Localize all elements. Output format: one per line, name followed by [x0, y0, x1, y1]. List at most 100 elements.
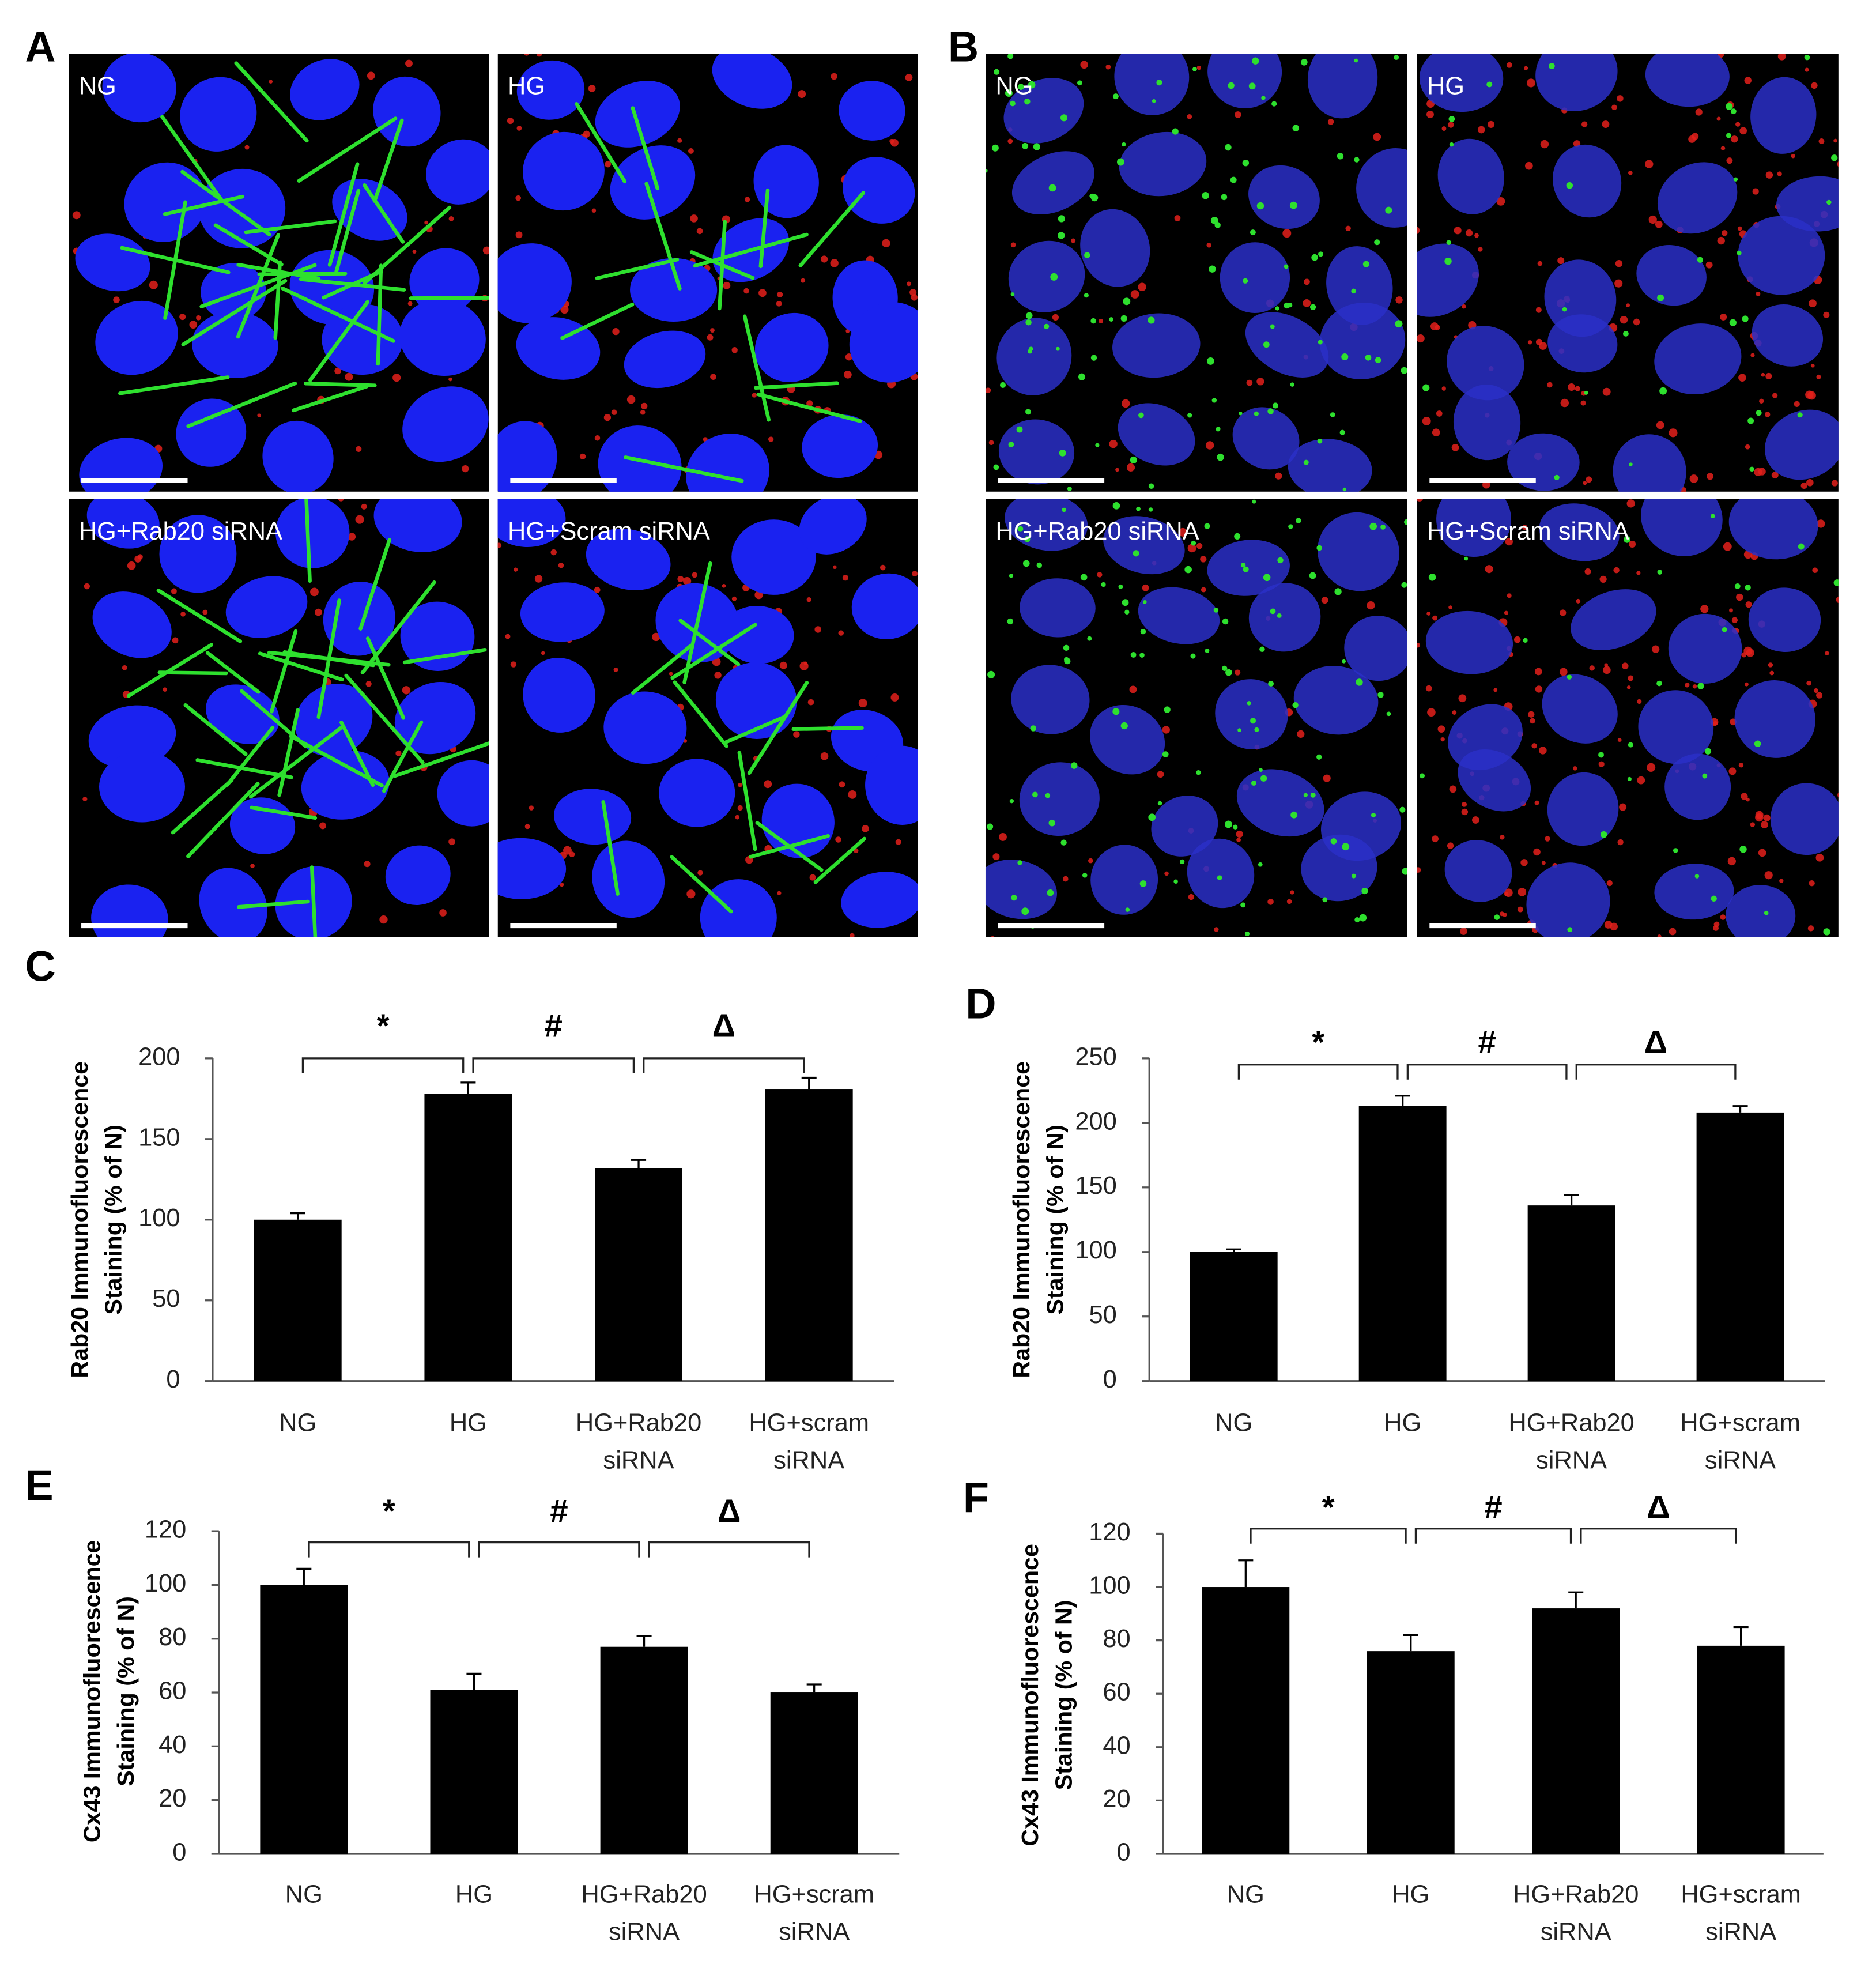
red-stain — [1736, 593, 1743, 601]
red-stain — [1604, 663, 1609, 668]
green-puncta — [1011, 894, 1017, 901]
red-stain — [1345, 225, 1351, 232]
red-stain — [1768, 662, 1773, 668]
green-puncta — [1225, 669, 1232, 676]
red-stain — [1779, 879, 1784, 883]
red-stain — [1604, 921, 1613, 929]
nucleus — [497, 243, 572, 323]
red-stain — [1187, 544, 1196, 553]
green-puncta — [1342, 843, 1350, 851]
nucleus — [1187, 838, 1255, 909]
green-junction — [791, 726, 864, 732]
x-tick-label-box: NG — [1215, 1410, 1252, 1438]
red-stain — [1837, 792, 1839, 798]
red-stain — [1863, 218, 1870, 225]
red-stain — [937, 766, 943, 772]
red-stain — [928, 831, 933, 836]
green-puncta — [1256, 202, 1264, 210]
red-stain — [1836, 596, 1839, 604]
nucleus — [851, 573, 918, 639]
red-stain — [1460, 928, 1467, 935]
red-stain — [179, 314, 186, 321]
nucleus — [523, 658, 595, 733]
red-stain — [1522, 525, 1528, 530]
green-junction — [813, 836, 866, 884]
green-puncta — [1309, 572, 1316, 579]
micrograph — [1417, 54, 1870, 492]
red-stain — [1427, 708, 1436, 717]
bar — [600, 1646, 688, 1854]
red-stain — [1327, 119, 1334, 125]
nucleus — [322, 304, 403, 375]
red-stain — [1637, 699, 1642, 704]
green-junction — [372, 118, 404, 203]
green-junction — [213, 223, 284, 266]
red-stain — [361, 503, 367, 510]
x-tick-label: HG+scram siRNA — [1681, 1881, 1801, 1947]
red-stain — [1465, 229, 1473, 237]
green-puncta — [1222, 665, 1228, 671]
green-junction — [560, 302, 635, 340]
red-stain — [319, 822, 326, 830]
green-puncta — [1623, 330, 1629, 337]
green-junction — [601, 800, 620, 896]
green-junction — [316, 598, 341, 719]
green-junction — [160, 115, 224, 202]
red-stain — [999, 833, 1007, 841]
red-stain — [172, 637, 179, 644]
red-stain — [1755, 811, 1764, 819]
red-stain — [731, 596, 737, 601]
micrograph — [497, 54, 918, 492]
red-stain — [536, 54, 542, 57]
green-puncta — [1148, 813, 1156, 821]
red-stain — [1256, 378, 1264, 386]
red-stain — [1721, 230, 1728, 236]
red-stain — [412, 250, 417, 254]
red-stain — [1752, 188, 1759, 195]
red-stain — [1637, 776, 1645, 785]
nucleus — [624, 330, 706, 389]
green-puncta — [1211, 398, 1217, 403]
green-puncta — [1301, 59, 1308, 66]
bar — [1697, 1645, 1785, 1854]
red-stain — [1304, 278, 1310, 285]
red-stain — [1527, 340, 1532, 345]
bar — [1190, 1252, 1278, 1381]
nucleus — [1437, 138, 1504, 214]
x-tick-label: NG — [279, 1409, 317, 1438]
nucleus — [1417, 243, 1479, 317]
red-stain — [563, 846, 572, 855]
green-puncta — [1337, 153, 1344, 160]
nucleus — [1654, 323, 1742, 394]
green-puncta — [993, 464, 999, 470]
green-puncta — [1401, 367, 1407, 374]
red-stain — [1777, 171, 1782, 176]
green-puncta — [1734, 583, 1741, 589]
red-stain — [1539, 342, 1547, 350]
red-stain — [677, 138, 682, 143]
red-stain — [1731, 617, 1738, 623]
y-axis-label: Rab20 Immunofluorescence — [1008, 1061, 1035, 1378]
green-junction — [281, 287, 395, 343]
green-puncta — [1058, 215, 1065, 223]
red-stain — [1206, 243, 1211, 248]
y-tick-label: 20 — [158, 1785, 186, 1812]
green-puncta — [1233, 824, 1238, 830]
green-junction — [334, 189, 361, 275]
red-stain — [710, 328, 715, 333]
green-puncta — [1354, 157, 1360, 163]
green-puncta — [1271, 101, 1277, 107]
red-stain — [779, 661, 787, 669]
green-puncta — [1007, 54, 1014, 59]
red-stain — [1196, 542, 1203, 549]
nucleus — [1641, 499, 1723, 557]
red-stain — [1626, 685, 1631, 689]
red-stain — [1816, 692, 1823, 699]
y-tick-label: 150 — [1075, 1172, 1116, 1200]
green-junction — [631, 106, 660, 191]
red-stain — [1852, 429, 1856, 433]
red-stain — [1559, 668, 1568, 676]
green-puncta — [1148, 507, 1153, 512]
red-stain — [1321, 597, 1328, 604]
red-stain — [821, 255, 828, 263]
